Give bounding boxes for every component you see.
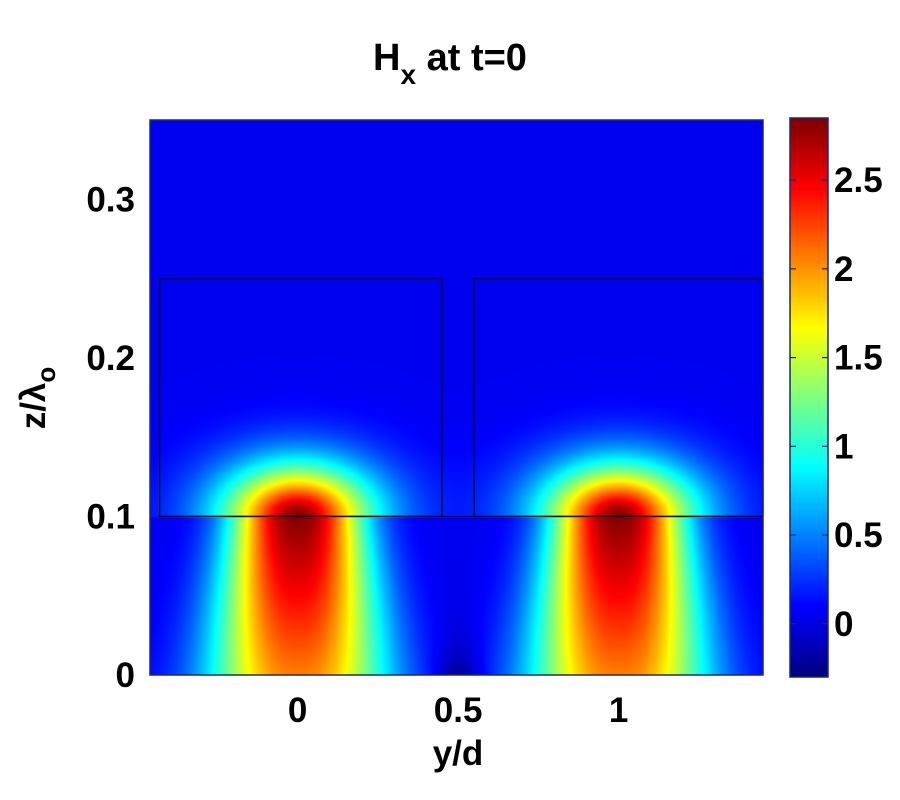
colorbar-gradient: [790, 118, 828, 677]
colorbar-tick-label: 2.5: [834, 161, 883, 200]
colorbar-tick-label: 1: [834, 427, 853, 466]
chart-title: Hx at t=0: [373, 37, 527, 90]
colorbar-tick-label: 2: [834, 250, 853, 289]
colorbar-tick-label: 0.5: [834, 516, 883, 555]
y-tick-label: 0.2: [86, 339, 135, 378]
plot-area: [149, 119, 764, 676]
colorbar-ticks: 0 0.5 1 1.5 2 2.5: [790, 161, 883, 644]
x-tick-label: 1: [609, 691, 628, 730]
colorbar-tick-label: 1.5: [834, 339, 883, 378]
title-rest: at t=0: [416, 37, 527, 79]
y-tick-label: 0.1: [86, 497, 135, 536]
colorbar-tick-label: 0: [834, 605, 853, 644]
colorbar: 0 0.5 1 1.5 2 2.5: [789, 117, 883, 678]
y-axis-label: z/λo: [14, 367, 61, 430]
x-axis: 0 0.5 1: [288, 691, 628, 730]
x-tick-label: 0: [288, 691, 307, 730]
x-tick-label: 0.5: [434, 691, 483, 730]
x-axis-label: y/d: [433, 734, 484, 773]
heatmap-field: [150, 120, 763, 675]
y-tick-label: 0.3: [86, 180, 135, 219]
title-main: H: [373, 37, 400, 79]
title-subscript: x: [400, 59, 416, 90]
y-axis-label-main: z/λ: [14, 383, 53, 430]
y-axis: 0 0.1 0.2 0.3: [86, 180, 135, 695]
colorbar-frame: [789, 117, 829, 678]
plot-frame: [149, 119, 764, 676]
y-axis-label-subscript: o: [31, 367, 61, 383]
y-tick-label: 0: [116, 656, 135, 695]
